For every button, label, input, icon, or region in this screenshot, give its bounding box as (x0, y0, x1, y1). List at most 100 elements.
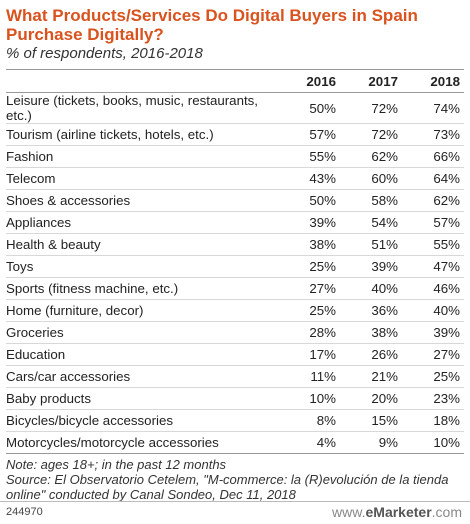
cell-2016: 55% (278, 145, 340, 168)
cell-2016: 11% (278, 365, 340, 388)
cell-2016: 43% (278, 167, 340, 190)
header-2016: 2016 (306, 73, 336, 89)
cell-2018: 74% (402, 92, 464, 124)
header-2018: 2018 (430, 73, 460, 89)
cell-2016: 25% (278, 255, 340, 278)
cell-2017: 39% (340, 255, 402, 278)
cell-2016: 50% (278, 92, 340, 124)
row-category: Home (furniture, decor) (6, 299, 278, 322)
table-row: Baby products 10% 20% 23% (6, 387, 464, 410)
table-row: Leisure (tickets, books, music, restaura… (6, 92, 464, 124)
cell-2017: 60% (340, 167, 402, 190)
chart-source: Source: El Observatorio Cetelem, "M-comm… (6, 472, 449, 502)
cell-2016: 17% (278, 343, 340, 366)
cell-2016: 10% (278, 387, 340, 410)
cell-2017: 9% (340, 431, 402, 453)
chart-container: What Products/Services Do Digital Buyers… (0, 6, 470, 524)
table-row: Education 17% 26% 27% (6, 343, 464, 366)
cell-2016: 27% (278, 277, 340, 300)
cell-2017: 21% (340, 365, 402, 388)
cell-2016: 8% (278, 409, 340, 432)
cell-2018: 47% (402, 255, 464, 278)
row-category: Fashion (6, 145, 278, 168)
cell-2018: 64% (402, 167, 464, 190)
cell-2017: 20% (340, 387, 402, 410)
header-row: 2016 2017 2018 (6, 70, 464, 93)
row-category: Sports (fitness machine, etc.) (6, 277, 278, 300)
table-row: Shoes & accessories 50% 58% 62% (6, 189, 464, 212)
table-row: Toys 25% 39% 47% (6, 255, 464, 278)
cell-2018: 39% (402, 321, 464, 344)
footer: 244970 www.eMarketer.com (0, 501, 470, 524)
cell-2017: 36% (340, 299, 402, 322)
table-row: Appliances 39% 54% 57% (6, 211, 464, 234)
cell-2018: 27% (402, 343, 464, 366)
cell-2017: 40% (340, 277, 402, 300)
header-2017: 2017 (368, 73, 398, 89)
cell-2018: 18% (402, 409, 464, 432)
table-row: Home (furniture, decor) 25% 36% 40% (6, 299, 464, 322)
table-row: Bicycles/bicycle accessories 8% 15% 18% (6, 409, 464, 432)
chart-id: 244970 (6, 506, 43, 518)
table-row: Motorcycles/motorcycle accessories 4% 9% 10… (6, 431, 464, 453)
cell-2018: 66% (402, 145, 464, 168)
cell-2018: 62% (402, 189, 464, 212)
row-category: Groceries (6, 321, 278, 344)
cell-2017: 26% (340, 343, 402, 366)
cell-2016: 50% (278, 189, 340, 212)
row-category: Tourism (airline tickets, hotels, etc.) (6, 123, 278, 146)
cell-2017: 51% (340, 233, 402, 256)
row-category: Shoes & accessories (6, 189, 278, 212)
cell-2017: 62% (340, 145, 402, 168)
cell-2018: 23% (402, 387, 464, 410)
top-divider (6, 69, 464, 70)
brand-suffix: .com (431, 504, 462, 520)
cell-2017: 15% (340, 409, 402, 432)
table-body: Leisure (tickets, books, music, restaura… (6, 92, 464, 453)
chart-title: What Products/Services Do Digital Buyers… (6, 6, 418, 44)
chart-subtitle: % of respondents, 2016-2018 (6, 45, 203, 62)
brand-logo[interactable]: www.eMarketer.com (332, 504, 462, 520)
cell-2016: 4% (278, 431, 340, 453)
table-row: Sports (fitness machine, etc.) 27% 40% 46% (6, 277, 464, 300)
cell-2017: 54% (340, 211, 402, 234)
cell-2018: 73% (402, 123, 464, 146)
cell-2016: 25% (278, 299, 340, 322)
brand-prefix: www. (332, 504, 366, 520)
table-row: Telecom 43% 60% 64% (6, 167, 464, 190)
table-row: Groceries 28% 38% 39% (6, 321, 464, 344)
cell-2017: 72% (340, 92, 402, 124)
cell-2018: 46% (402, 277, 464, 300)
table-row: Tourism (airline tickets, hotels, etc.) 5… (6, 123, 464, 146)
cell-2016: 39% (278, 211, 340, 234)
table-row: Health & beauty 38% 51% 55% (6, 233, 464, 256)
cell-2016: 57% (278, 123, 340, 146)
table-row: Cars/car accessories 11% 21% 25% (6, 365, 464, 388)
cell-2018: 55% (402, 233, 464, 256)
row-category: Toys (6, 255, 278, 278)
cell-2018: 57% (402, 211, 464, 234)
notes-block: Note: ages 18+; in the past 12 months So… (6, 453, 464, 502)
table-row: Fashion 55% 62% 66% (6, 145, 464, 168)
row-category: Telecom (6, 167, 278, 190)
row-category: Education (6, 343, 278, 366)
cell-2018: 10% (402, 431, 464, 453)
cell-2018: 40% (402, 299, 464, 322)
row-category: Bicycles/bicycle accessories (6, 409, 278, 432)
data-table: 2016 2017 2018 Leisure (tickets, books, … (6, 70, 464, 453)
row-category: Baby products (6, 387, 278, 410)
cell-2017: 58% (340, 189, 402, 212)
cell-2017: 72% (340, 123, 402, 146)
cell-2016: 28% (278, 321, 340, 344)
row-category: Health & beauty (6, 233, 278, 256)
chart-note: Note: ages 18+; in the past 12 months (6, 457, 227, 472)
row-category: Cars/car accessories (6, 365, 278, 388)
row-category: Leisure (tickets, books, music, restaura… (6, 92, 278, 124)
row-category: Appliances (6, 211, 278, 234)
cell-2016: 38% (278, 233, 340, 256)
brand-name: eMarketer (365, 504, 432, 520)
cell-2017: 38% (340, 321, 402, 344)
cell-2018: 25% (402, 365, 464, 388)
header-category (6, 70, 278, 93)
row-category: Motorcycles/motorcycle accessories (6, 431, 278, 453)
